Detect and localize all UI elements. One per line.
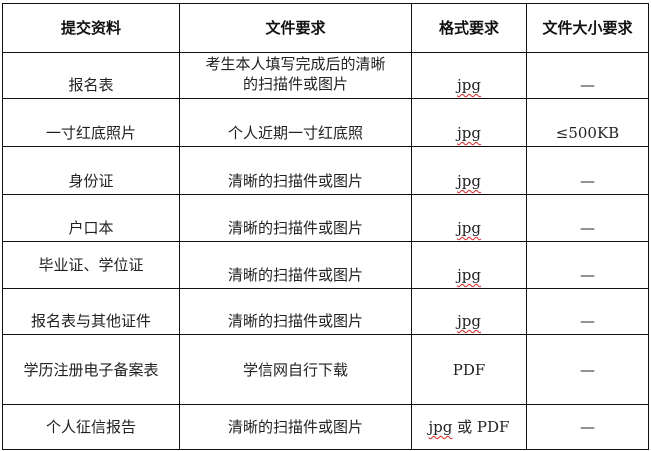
format-text: jpg bbox=[457, 266, 481, 284]
cell-material: 一寸红底照片 bbox=[2, 98, 180, 147]
cell-format: jpg 或 PDF bbox=[411, 404, 527, 450]
cell-requirement: 学信网自行下载 bbox=[179, 334, 412, 405]
cell-format: jpg bbox=[411, 52, 527, 99]
material-text: 身份证 bbox=[68, 172, 114, 190]
format-text: jpg bbox=[457, 124, 481, 142]
cell-size: — bbox=[526, 52, 649, 99]
format-text: jpg bbox=[457, 172, 481, 190]
cell-requirement: 清晰的扫描件或图片 bbox=[179, 146, 412, 195]
header-requirement: 文件要求 bbox=[179, 3, 412, 53]
table-row: 报名表与其他证件 清晰的扫描件或图片 jpg — bbox=[2, 288, 649, 335]
cell-size: — bbox=[526, 146, 649, 195]
requirement-text: 学信网自行下载 bbox=[242, 360, 348, 379]
cell-material: 学历注册电子备案表 bbox=[2, 334, 180, 405]
table-row: 身份证 清晰的扫描件或图片 jpg — bbox=[2, 146, 649, 195]
size-text: — bbox=[580, 360, 595, 379]
format-text: jpg bbox=[428, 418, 453, 436]
cell-material: 身份证 bbox=[2, 146, 180, 195]
material-text: 个人征信报告 bbox=[45, 418, 136, 436]
cell-size: — bbox=[526, 334, 649, 405]
size-text: ≤500KB bbox=[555, 124, 620, 142]
table-row: 毕业证、学位证清晰的扫描件或图片 jpg — bbox=[2, 241, 649, 289]
table-row: 学历注册电子备案表 学信网自行下载 PDF — bbox=[2, 334, 649, 405]
cell-format: jpg bbox=[411, 241, 527, 289]
size-text: — bbox=[580, 418, 595, 436]
cell-requirement: 清晰的扫描件或图片 bbox=[179, 404, 412, 450]
format-suffix-text: PDF bbox=[452, 360, 486, 379]
cell-requirement: 清晰的扫描件或图片 bbox=[179, 194, 412, 242]
size-text: — bbox=[580, 172, 595, 190]
format-text: jpg bbox=[457, 76, 481, 94]
material-text: 报名表 bbox=[68, 76, 114, 94]
header-row: 提交资料 文件要求 格式要求 文件大小要求 bbox=[2, 3, 649, 53]
cell-size: ≤500KB bbox=[526, 98, 649, 147]
cell-material: 毕业证、学位证 bbox=[2, 241, 180, 289]
cell-format: jpg bbox=[411, 194, 527, 242]
material-text: 毕业证、学位证 bbox=[38, 256, 144, 274]
table-row: 一寸红底照片 个人近期一寸红底照 jpg ≤500KB bbox=[2, 98, 649, 147]
material-text: 户口本 bbox=[68, 219, 114, 237]
cell-size: — bbox=[526, 288, 649, 335]
requirement-text: 清晰的扫描件或图片 bbox=[227, 266, 363, 284]
cell-size: — bbox=[526, 194, 649, 242]
material-text: 一寸红底照片 bbox=[45, 124, 136, 142]
format-text: jpg bbox=[457, 312, 481, 330]
material-text: 报名表与其他证件 bbox=[30, 312, 151, 330]
table-row: 个人征信报告 清晰的扫描件或图片 jpg 或 PDF — bbox=[2, 404, 649, 450]
table-row: 报名表 考生本人填写完成后的清晰的扫描件或图片 jpg — bbox=[2, 52, 649, 99]
header-format: 格式要求 bbox=[411, 3, 527, 53]
cell-requirement: 清晰的扫描件或图片 bbox=[179, 241, 412, 289]
size-text: — bbox=[580, 219, 595, 237]
cell-format: PDF bbox=[411, 334, 527, 405]
cell-requirement: 清晰的扫描件或图片 bbox=[179, 288, 412, 335]
cell-size: — bbox=[526, 404, 649, 450]
cell-format: jpg bbox=[411, 146, 527, 195]
requirement-text: 考生本人填写完成后的清晰的扫描件或图片 bbox=[205, 55, 386, 93]
size-text: — bbox=[580, 312, 595, 330]
cell-requirement: 个人近期一寸红底照 bbox=[179, 98, 412, 147]
size-text: — bbox=[580, 76, 595, 94]
format-suffix-text: 或 PDF bbox=[452, 418, 510, 436]
materials-table: 提交资料 文件要求 格式要求 文件大小要求 报名表 考生本人填写完成后的清晰的扫描… bbox=[2, 3, 649, 450]
cell-material: 报名表 bbox=[2, 52, 180, 99]
format-text: jpg bbox=[457, 219, 481, 237]
cell-format: jpg bbox=[411, 98, 527, 147]
requirement-text: 清晰的扫描件或图片 bbox=[227, 172, 363, 190]
cell-material: 户口本 bbox=[2, 194, 180, 242]
requirement-text: 个人近期一寸红底照 bbox=[227, 124, 363, 142]
header-material: 提交资料 bbox=[2, 3, 180, 53]
requirement-text: 清晰的扫描件或图片 bbox=[227, 219, 363, 237]
material-text: 学历注册电子备案表 bbox=[23, 360, 159, 379]
size-text: — bbox=[580, 266, 595, 284]
table-row: 户口本 清晰的扫描件或图片 jpg — bbox=[2, 194, 649, 242]
cell-requirement: 考生本人填写完成后的清晰的扫描件或图片 bbox=[179, 52, 412, 99]
header-size: 文件大小要求 bbox=[526, 3, 649, 53]
cell-size: — bbox=[526, 241, 649, 289]
cell-material: 报名表与其他证件 bbox=[2, 288, 180, 335]
requirement-text: 清晰的扫描件或图片 bbox=[227, 312, 363, 330]
cell-material: 个人征信报告 bbox=[2, 404, 180, 450]
requirement-text: 清晰的扫描件或图片 bbox=[227, 418, 363, 436]
cell-format: jpg bbox=[411, 288, 527, 335]
